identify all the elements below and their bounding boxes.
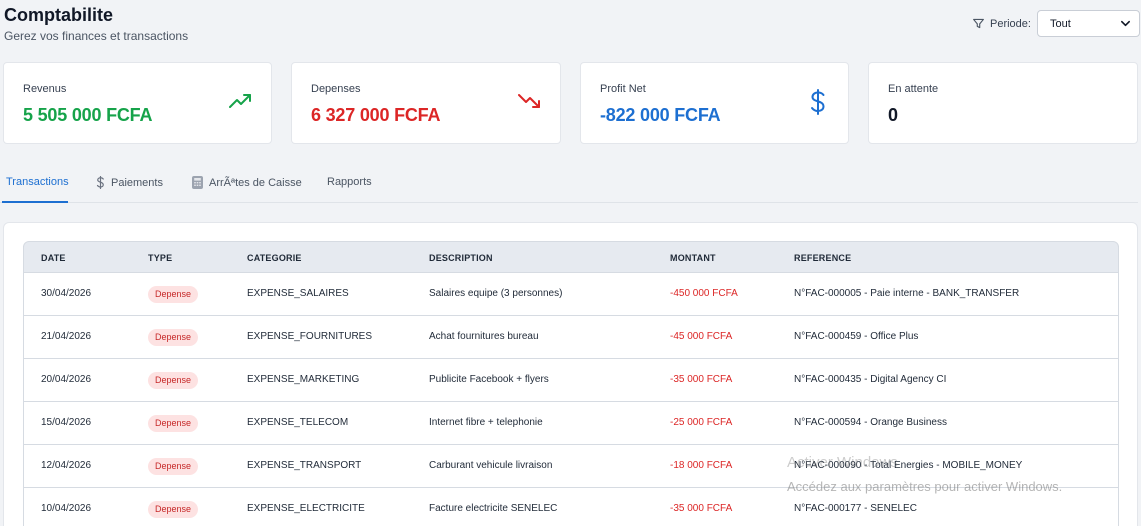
cell-category: EXPENSE_TRANSPORT: [247, 460, 362, 471]
cell-amount: -25 000 FCFA: [670, 417, 733, 428]
column-header-date: DATE: [41, 253, 66, 263]
stat-card-depenses: Depenses 6 327 000 FCFA: [291, 62, 561, 144]
cell-reference: N°FAC-000459 - Office Plus: [794, 331, 919, 342]
table-row[interactable]: 10/04/2026 Depense EXPENSE_ELECTRICITE F…: [23, 488, 1119, 526]
stat-value: 6 327 000 FCFA: [311, 105, 441, 125]
period-select-value: Tout: [1049, 17, 1071, 30]
type-badge: Depense: [148, 329, 199, 346]
cell-date: 10/04/2026: [41, 503, 92, 514]
cell-reference: N°FAC-000594 - Orange Business: [794, 417, 947, 428]
cell-description: Salaires equipe (3 personnes): [429, 288, 563, 299]
cell-reference: N°FAC-000177 - SENELEC: [794, 503, 917, 514]
column-header-categorie: CATEGORIE: [247, 253, 302, 263]
column-header-montant: MONTANT: [670, 253, 716, 263]
type-badge: Depense: [148, 501, 199, 518]
cell-reference: N°FAC-000005 - Paie interne - BANK_TRANS…: [794, 288, 1020, 299]
tab-arretes-de-caisse[interactable]: ArrÃªtes de Caisse: [192, 176, 302, 189]
active-tab-indicator: [2, 201, 68, 203]
cell-reference: N°FAC-000435 - Digital Agency CI: [794, 374, 947, 385]
tab-rapports[interactable]: Rapports: [327, 176, 372, 188]
table-row[interactable]: 20/04/2026 Depense EXPENSE_MARKETING Pub…: [23, 359, 1119, 402]
page-subtitle: Gerez vos finances et transactions: [4, 29, 189, 43]
calculator-icon: [192, 176, 203, 189]
table-row[interactable]: 21/04/2026 Depense EXPENSE_FOURNITURES A…: [23, 316, 1119, 359]
period-label: Periode:: [990, 17, 1031, 30]
stat-label: Depenses: [311, 83, 361, 95]
table-row[interactable]: 15/04/2026 Depense EXPENSE_TELECOM Inter…: [23, 402, 1119, 445]
type-badge: Depense: [148, 458, 199, 475]
stat-label: En attente: [888, 83, 939, 95]
cell-date: 12/04/2026: [41, 460, 92, 471]
cell-description: Internet fibre + telephonie: [429, 417, 543, 428]
cell-category: EXPENSE_TELECOM: [247, 417, 349, 428]
tabs-bar: Transactions Paiements ArrÃªtes de Caiss…: [0, 165, 1138, 203]
column-header-reference: REFERENCE: [794, 253, 852, 263]
trending-up-icon: [229, 94, 251, 108]
period-filter: Periode: Tout: [972, 10, 1140, 37]
dollar-icon: [96, 176, 104, 189]
stat-label: Profit Net: [600, 83, 646, 95]
type-badge: Depense: [148, 372, 199, 389]
table-row[interactable]: 30/04/2026 Depense EXPENSE_SALAIRES Sala…: [23, 273, 1119, 316]
stat-card-revenus: Revenus 5 505 000 FCFA: [3, 62, 272, 144]
cell-category: EXPENSE_SALAIRES: [247, 288, 349, 299]
cell-description: Carburant vehicule livraison: [429, 460, 553, 471]
period-select[interactable]: Tout: [1036, 10, 1140, 37]
column-header-description: DESCRIPTION: [429, 253, 493, 263]
stat-value: -822 000 FCFA: [600, 105, 721, 125]
cell-amount: -35 000 FCFA: [670, 503, 733, 514]
page-title: Comptabilite: [4, 5, 114, 25]
tab-label: ArrÃªtes de Caisse: [209, 176, 302, 189]
filter-icon: [973, 18, 984, 29]
stat-value: 0: [888, 105, 898, 125]
cell-category: EXPENSE_ELECTRICITE: [247, 503, 365, 514]
cell-date: 15/04/2026: [41, 417, 92, 428]
tab-label: Transactions: [6, 176, 69, 188]
cell-amount: -35 000 FCFA: [670, 374, 733, 385]
cell-date: 30/04/2026: [41, 288, 92, 299]
type-badge: Depense: [148, 286, 199, 303]
windows-activation-watermark-title: Activer Windows: [787, 454, 898, 471]
trending-down-icon: [518, 94, 540, 108]
column-header-type: TYPE: [148, 253, 173, 263]
table-header: DATE TYPE CATEGORIE DESCRIPTION MONTANT …: [23, 241, 1119, 273]
tab-paiements[interactable]: Paiements: [96, 176, 163, 189]
cell-amount: -45 000 FCFA: [670, 331, 733, 342]
tab-label: Rapports: [327, 176, 372, 188]
stat-card-en-attente: En attente 0: [868, 62, 1138, 144]
stat-label: Revenus: [23, 83, 67, 95]
cell-amount: -18 000 FCFA: [670, 460, 733, 471]
transactions-panel: DATE TYPE CATEGORIE DESCRIPTION MONTANT …: [3, 222, 1138, 526]
cell-category: EXPENSE_FOURNITURES: [247, 331, 373, 342]
stat-card-profit-net: Profit Net -822 000 FCFA: [580, 62, 849, 144]
cell-date: 21/04/2026: [41, 331, 92, 342]
cell-category: EXPENSE_MARKETING: [247, 374, 360, 385]
dollar-icon: [811, 89, 825, 115]
table-row[interactable]: 12/04/2026 Depense EXPENSE_TRANSPORT Car…: [23, 445, 1119, 488]
chevron-down-icon: [1120, 20, 1130, 27]
cell-description: Facture electricite SENELEC: [429, 503, 558, 514]
tab-transactions[interactable]: Transactions: [6, 176, 69, 188]
type-badge: Depense: [148, 415, 199, 432]
cell-date: 20/04/2026: [41, 374, 92, 385]
transactions-table: DATE TYPE CATEGORIE DESCRIPTION MONTANT …: [23, 241, 1119, 526]
tab-label: Paiements: [111, 176, 163, 189]
cell-amount: -450 000 FCFA: [670, 288, 738, 299]
cell-reference: N°FAC-000090 - Total Energies - MOBILE_M…: [794, 460, 1023, 471]
stat-value: 5 505 000 FCFA: [23, 105, 153, 125]
cell-description: Achat fournitures bureau: [429, 331, 539, 342]
windows-activation-watermark-text: Accédez aux paramètres pour activer Wind…: [787, 479, 1063, 494]
cell-description: Publicite Facebook + flyers: [429, 374, 549, 385]
